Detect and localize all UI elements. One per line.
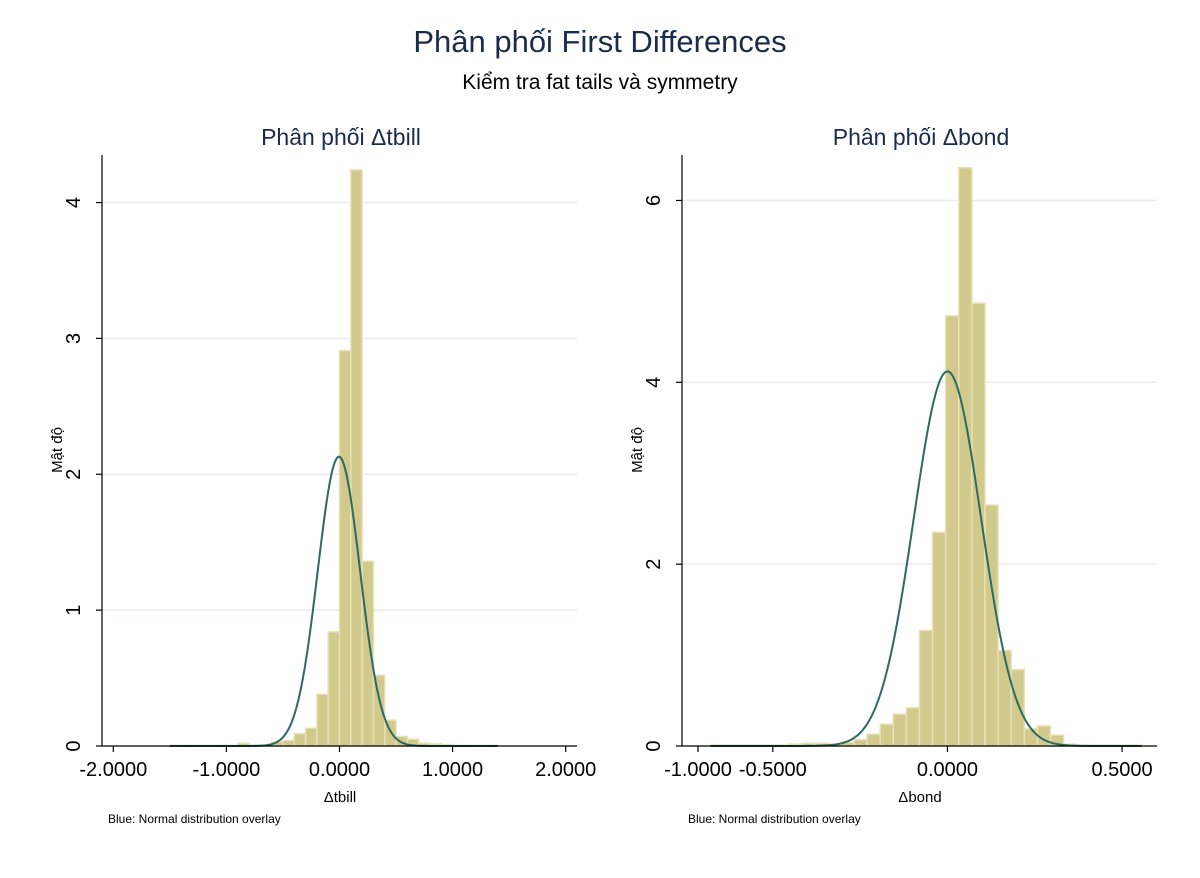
tbill-x-tick-label: 0.0000 (309, 759, 370, 781)
bond-histogram-bar (984, 504, 999, 747)
bond-x-tick-label: 0.0000 (917, 759, 978, 781)
bond-histogram-bar (1023, 727, 1039, 747)
bond-y-tick-label: 0 (643, 740, 665, 751)
bond-y-axis-label: Mật độ (629, 427, 646, 473)
bond-y-tick-label: 2 (643, 559, 665, 570)
tbill-y-axis-label: Mật độ (49, 427, 66, 473)
bond-bars (709, 166, 1143, 747)
bond-histogram-bar (931, 531, 947, 747)
bond-panel: Phân phối Δbond 0 2 4 6 -0.5000 0.0000 0.5000 -… (629, 124, 1157, 826)
tbill-y-tick-label: 1 (63, 605, 85, 616)
tbill-x-tick-label: 1.0000 (422, 759, 483, 781)
bond-histogram-bar (905, 707, 921, 747)
bond-x-tick-label: -0.5000 (739, 759, 807, 781)
bond-y-tick-label: 4 (643, 377, 665, 388)
bond-x-tick-label: -1.0000 (664, 759, 732, 781)
bond-overlay-note: Blue: Normal distribution overlay (688, 812, 861, 826)
tbill-overlay-note: Blue: Normal distribution overlay (108, 812, 281, 826)
bond-histogram-bar (1010, 668, 1026, 747)
bond-histogram-bar (879, 723, 895, 747)
figure-title: Phân phối First Differences (413, 24, 786, 59)
tbill-panel: Phân phối Δtbill 0 1 2 3 4 -2.0000 -1.0000 0.00… (49, 124, 596, 826)
bond-histogram-bar (853, 738, 868, 747)
tbill-histogram-bar (316, 693, 329, 747)
tbill-bars (169, 169, 499, 747)
bond-y-tick-label: 6 (643, 195, 665, 206)
tbill-x-axis-label: Δtbill (324, 789, 357, 806)
bond-histogram-bar (892, 713, 908, 747)
tbill-histogram-bar (327, 631, 341, 747)
bond-histogram-bar (997, 649, 1012, 747)
bond-histogram-bar (958, 166, 973, 747)
bond-histogram-bar (918, 629, 934, 747)
tbill-y-tick-label: 0 (63, 740, 85, 751)
tbill-axes: 0 1 2 3 4 -2.0000 -1.0000 0.0000 1.0000 2.0000 (63, 155, 596, 781)
bond-histogram-bar (866, 733, 881, 747)
bond-axes: 0 2 4 6 -0.5000 0.0000 0.5000 -1.0000 (643, 155, 1157, 781)
bond-grid (682, 199, 1157, 565)
bond-x-axis-label: Δbond (898, 789, 941, 806)
tbill-y-tick-label: 2 (63, 469, 85, 480)
tbill-x-tick-label: -2.0000 (79, 759, 147, 781)
tbill-y-tick-label: 3 (63, 333, 85, 344)
tbill-x-tick-label: -1.0000 (192, 759, 260, 781)
tbill-histogram-bar (293, 733, 307, 747)
bond-x-tick-label: 0.5000 (1091, 759, 1152, 781)
tbill-histogram-bar (338, 349, 352, 747)
tbill-x-tick-label: 2.0000 (535, 759, 596, 781)
figure-subtitle: Kiểm tra fat tails và symmetry (462, 71, 738, 94)
bond-panel-title: Phân phối Δbond (833, 124, 1010, 150)
tbill-histogram-bar (350, 169, 363, 747)
tbill-histogram-bar (282, 739, 296, 747)
bond-histogram-bar (944, 315, 960, 747)
tbill-panel-title: Phân phối Δtbill (261, 124, 421, 150)
tbill-histogram-bar (304, 727, 318, 747)
tbill-y-tick-label: 4 (63, 197, 85, 208)
